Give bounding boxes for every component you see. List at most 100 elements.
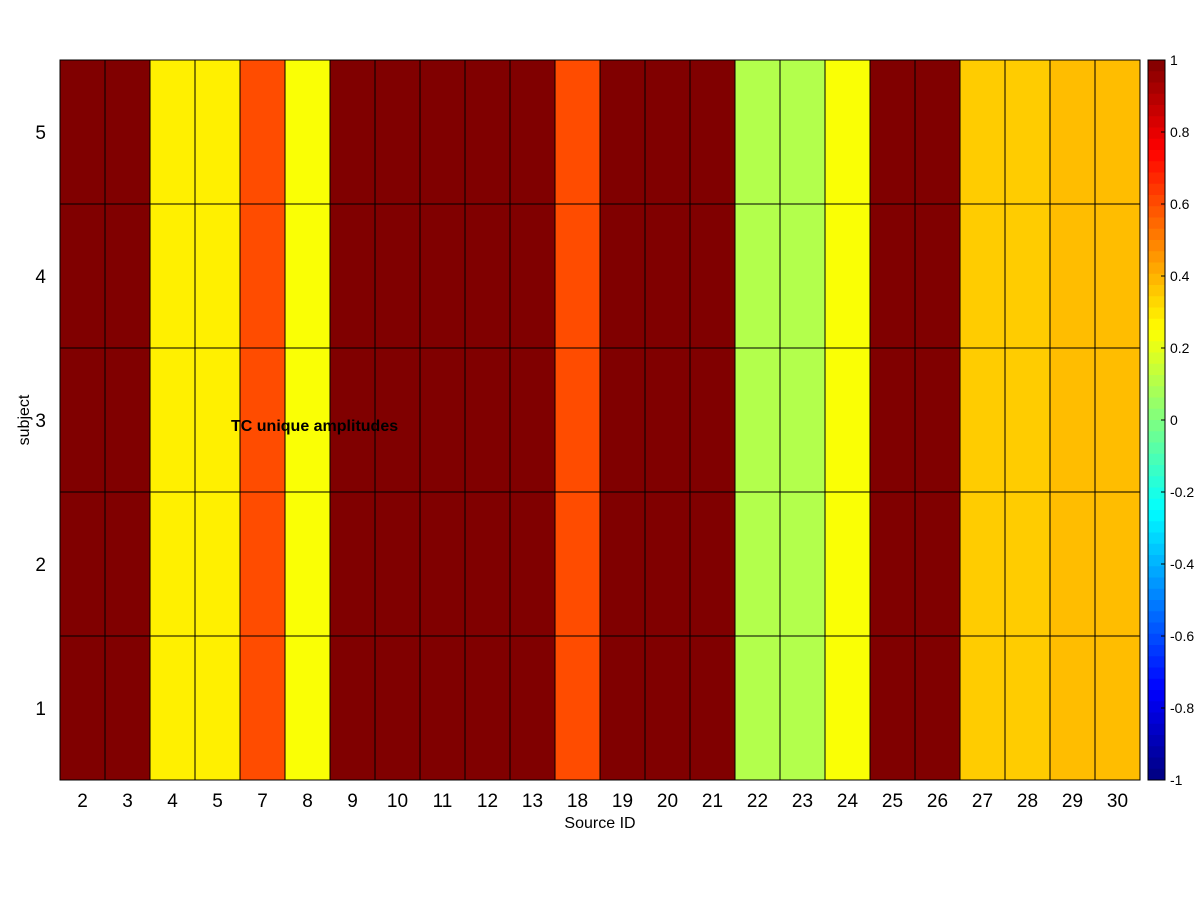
heatmap-cell [464,491,511,637]
heatmap-cell [689,203,736,349]
heatmap-cell [464,347,511,493]
heatmap-cell [554,635,601,781]
colorbar-segment [1148,183,1165,196]
heatmap-cell [104,347,151,493]
colorbar-segment [1148,690,1165,702]
heatmap-cell [779,491,826,637]
heatmap-cell [644,491,691,637]
heatmap-cell [194,59,241,205]
colorbar-segment [1148,442,1165,455]
colorbar-segment [1148,757,1165,770]
heatmap-cell [779,59,826,205]
x-tick-label: 24 [837,791,859,812]
heatmap-cell [1004,347,1051,493]
colorbar-segment [1148,105,1165,117]
heatmap-cell [419,347,466,493]
heatmap-cell [644,635,691,781]
y-tick-labels: 1 2 3 4 5 [35,123,46,720]
heatmap-cell [374,491,421,637]
colorbar-segment [1148,341,1165,353]
y-tick-label: 2 [35,555,46,576]
x-tick-label: 26 [927,791,948,812]
x-tick-label: 22 [747,791,768,812]
colorbar-segment [1148,307,1165,320]
heatmap-cell [419,203,466,349]
colorbar-tick-label: -0.8 [1170,700,1194,716]
x-tick-label: 29 [1062,791,1083,812]
heatmap-cell [329,347,376,493]
colorbar-segment [1148,555,1165,567]
heatmap-cells [59,59,1141,781]
colorbar-segment [1148,318,1165,331]
heatmap-cell [1049,635,1096,781]
colorbar-segment [1148,150,1165,162]
heatmap-cell [149,347,196,493]
colorbar-segment [1148,82,1165,95]
heatmap-cell [599,635,646,781]
colorbar-segment [1148,386,1165,398]
y-tick-label: 3 [35,411,46,432]
heatmap-cell [914,59,961,205]
heatmap-cell [689,59,736,205]
heatmap-cell [239,203,286,349]
colorbar-segment [1148,93,1165,106]
heatmap-cell [149,203,196,349]
colorbar-segment [1148,712,1165,725]
heatmap-cell [509,491,556,637]
colorbar-segment [1148,228,1165,241]
colorbar-segment [1148,723,1165,736]
heatmap-cell [1004,491,1051,637]
x-tick-label: 7 [257,791,268,812]
heatmap-cell [1049,491,1096,637]
colorbar-segment [1148,161,1165,173]
colorbar-segment [1148,195,1165,207]
heatmap-cell [374,59,421,205]
heatmap-cell [1004,635,1051,781]
x-tick-label: 20 [657,791,678,812]
colorbar-tick-label: -0.6 [1170,628,1194,644]
x-tick-label: 19 [612,791,633,812]
heatmap-cell [374,635,421,781]
plot-frame [59,59,1141,781]
colorbar-segment [1148,352,1165,365]
heatmap-cell [104,59,151,205]
heatmap-cell [914,635,961,781]
x-tick-label: 28 [1017,791,1038,812]
heatmap-cell [149,59,196,205]
heatmap-cell [554,203,601,349]
colorbar-segment [1148,521,1165,533]
chart-title: TC unique amplitudes [231,418,398,435]
y-tick-label: 4 [35,267,46,288]
heatmap-cell [59,203,106,349]
colorbar-segment [1148,363,1165,376]
heatmap-cell [149,491,196,637]
colorbar-segment [1148,420,1165,432]
colorbar-tick-labels: 1 0.8 0.6 0.4 0.2 0 -0.2 -0.4 -0.6 -0.8 -1 [1161,52,1194,788]
x-tick-label: 23 [792,791,813,812]
heatmap-cell [824,635,871,781]
heatmap-cell [239,491,286,637]
colorbar-segment [1148,431,1165,443]
colorbar-segment [1148,701,1165,713]
heatmap-cell [329,635,376,781]
colorbar-tick-label: 0.4 [1170,268,1190,284]
x-tick-label: 9 [347,791,358,812]
x-tick-label: 30 [1107,791,1128,812]
heatmap-cell [104,635,151,781]
heatmap-cell [419,635,466,781]
colorbar-segment [1148,656,1165,668]
heatmap-cell [734,347,781,493]
heatmap-cell [374,203,421,349]
heatmap-cell [284,491,331,637]
colorbar-tick-label: -0.4 [1170,556,1194,572]
heatmap-cell [284,59,331,205]
heatmap-cell [554,347,601,493]
heatmap-cell [554,491,601,637]
colorbar-segment [1148,285,1165,297]
heatmap-cell [239,635,286,781]
heatmap-cell [734,59,781,205]
heatmap-cell [239,59,286,205]
heatmap-cell [1004,203,1051,349]
x-tick-label: 27 [972,791,993,812]
colorbar-segment [1148,746,1165,758]
